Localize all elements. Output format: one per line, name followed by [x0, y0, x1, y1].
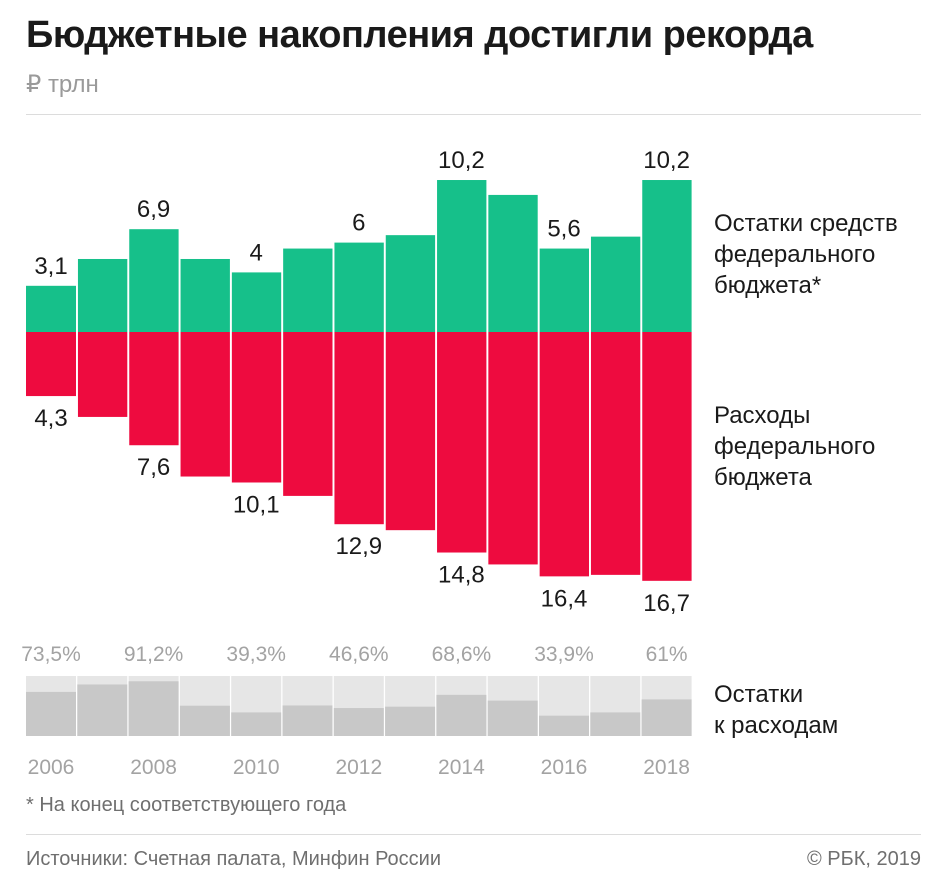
- legend-reserves-line: Остатки средств: [714, 208, 939, 239]
- reserves-value-label: 6: [352, 210, 365, 237]
- legend-expenses: Расходы федерального бюджета: [714, 400, 939, 493]
- reserves-value-label: 4: [250, 239, 263, 266]
- bar-separator: [333, 140, 334, 600]
- bar-separator: [77, 140, 78, 600]
- legend-reserves: Остатки средств федерального бюджета*: [714, 208, 939, 301]
- bar-separator: [282, 140, 283, 600]
- reserves-bar: [231, 272, 281, 332]
- bar-separator: [179, 140, 180, 600]
- reserves-bar: [590, 237, 640, 332]
- x-tick-label: 2006: [28, 756, 75, 779]
- ratio-bar: [539, 716, 589, 736]
- ratio-value-label: 91,2%: [124, 643, 184, 666]
- ratio-value-label: 73,5%: [21, 643, 81, 666]
- legend-ratio-line: Остатки: [714, 679, 939, 710]
- reserves-bar: [77, 259, 127, 332]
- reserves-bar: [642, 180, 692, 332]
- ratio-bar: [77, 684, 127, 736]
- expenses-bar: [180, 332, 230, 477]
- legend-reserves-line: бюджета*: [714, 270, 939, 301]
- x-tick-label: 2008: [130, 756, 177, 779]
- reserves-value-label: 5,6: [547, 216, 580, 243]
- reserves-bar: [129, 229, 179, 332]
- ratio-bar: [283, 705, 333, 736]
- legend-expenses-line: федерального: [714, 431, 939, 462]
- reserves-bar: [283, 249, 333, 332]
- legend-ratio: Остатки к расходам: [714, 679, 939, 741]
- expenses-value-label: 16,7: [643, 590, 690, 617]
- expenses-value-label: 12,9: [335, 533, 382, 560]
- expenses-value-label: 16,4: [541, 585, 588, 612]
- expenses-value-label: 7,6: [137, 454, 170, 481]
- bottom-divider: [26, 834, 921, 835]
- reserves-bar: [180, 259, 230, 332]
- reserves-bar: [539, 249, 589, 332]
- ratio-bar: [231, 712, 281, 736]
- x-tick-label: 2010: [233, 756, 280, 779]
- expenses-bar: [385, 332, 435, 530]
- expenses-value-label: 4,3: [34, 405, 67, 432]
- legend-ratio-line: к расходам: [714, 710, 939, 741]
- bar-separator: [590, 140, 591, 600]
- ratio-bar: [488, 701, 538, 736]
- expenses-bar: [539, 332, 589, 576]
- reserves-value-label: 10,2: [438, 147, 485, 174]
- bar-separator: [487, 140, 488, 600]
- bar-separator: [384, 140, 385, 600]
- bar-separator: [231, 140, 232, 600]
- legend-reserves-line: федерального: [714, 239, 939, 270]
- bar-separator: [641, 140, 642, 600]
- expenses-bar: [334, 332, 384, 524]
- expenses-bar: [231, 332, 281, 482]
- ratio-bar: [642, 699, 692, 736]
- reserves-bar: [334, 243, 384, 332]
- ratio-bar: [334, 708, 384, 736]
- ratio-value-label: 33,9%: [534, 643, 594, 666]
- reserves-bar: [385, 235, 435, 332]
- bar-separator: [436, 140, 437, 600]
- ratio-value-label: 68,6%: [432, 643, 492, 666]
- x-tick-label: 2014: [438, 756, 485, 779]
- expenses-value-label: 14,8: [438, 562, 485, 589]
- x-tick-label: 2016: [541, 756, 588, 779]
- legend-expenses-line: Расходы: [714, 400, 939, 431]
- ratio-value-label: 46,6%: [329, 643, 389, 666]
- sources: Источники: Счетная палата, Минфин России: [26, 848, 441, 871]
- bar-separator: [128, 140, 129, 600]
- reserves-value-label: 10,2: [643, 147, 690, 174]
- ratio-bar: [436, 695, 486, 736]
- reserves-value-label: 6,9: [137, 196, 170, 223]
- bar-separator: [538, 140, 539, 600]
- x-tick-label: 2012: [335, 756, 382, 779]
- expenses-bar: [642, 332, 692, 581]
- ratio-bar: [590, 712, 640, 736]
- ratio-value-label: 39,3%: [226, 643, 286, 666]
- reserves-bar: [26, 286, 76, 332]
- expenses-bar: [26, 332, 76, 396]
- ratio-value-label: 61%: [646, 643, 688, 666]
- legend-expenses-line: бюджета: [714, 462, 939, 493]
- copyright: © РБК, 2019: [807, 848, 921, 871]
- reserves-value-label: 3,1: [34, 253, 67, 280]
- reserves-bar: [488, 195, 538, 332]
- ratio-bar: [180, 706, 230, 736]
- expenses-value-label: 10,1: [233, 491, 280, 518]
- x-tick-label: 2018: [643, 756, 690, 779]
- expenses-bar: [77, 332, 127, 417]
- ratio-bar: [385, 707, 435, 736]
- expenses-bar: [436, 332, 486, 553]
- expenses-bar: [488, 332, 538, 564]
- ratio-bar: [26, 692, 76, 736]
- expenses-bar: [590, 332, 640, 575]
- ratio-bar: [129, 681, 179, 736]
- reserves-bar: [436, 180, 486, 332]
- footnote: * На конец соответствующего года: [26, 794, 346, 817]
- expenses-bar: [283, 332, 333, 496]
- expenses-bar: [129, 332, 179, 445]
